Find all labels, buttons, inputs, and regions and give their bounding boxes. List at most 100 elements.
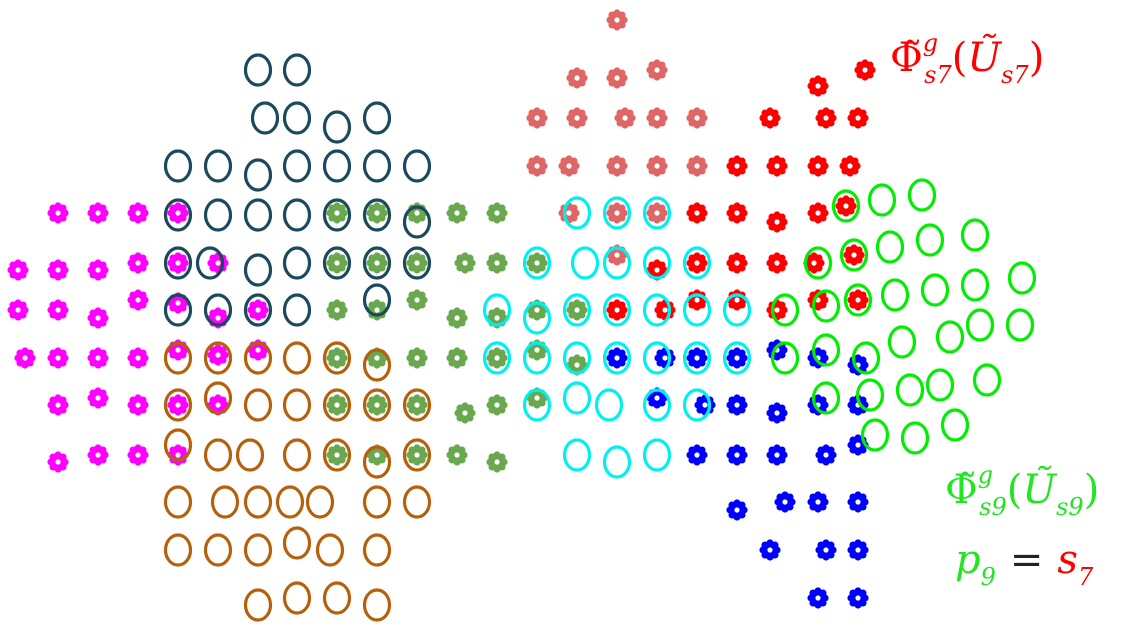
star-marker — [694, 394, 716, 416]
circle-marker — [362, 588, 392, 622]
circle-marker — [402, 388, 432, 422]
star-marker — [774, 491, 796, 513]
blue-stars — [606, 339, 869, 609]
star-marker — [807, 155, 829, 177]
arg-subscript: s7 — [1001, 61, 1029, 89]
star-marker — [326, 252, 348, 274]
star-marker — [646, 59, 668, 81]
star-marker — [127, 347, 149, 369]
circle-marker — [562, 293, 592, 327]
circle-marker — [203, 198, 233, 232]
circle-marker — [282, 526, 312, 560]
star-marker — [815, 107, 837, 129]
star-marker — [486, 347, 508, 369]
circle-marker — [322, 388, 352, 422]
star-marker — [686, 107, 708, 129]
star-marker — [326, 444, 348, 466]
star-marker — [87, 347, 109, 369]
subscript: s9 — [979, 493, 1007, 521]
circle-marker — [195, 246, 225, 280]
circle-marker — [322, 198, 352, 232]
circle-marker — [1005, 308, 1035, 342]
star-marker — [726, 155, 748, 177]
circle-marker — [402, 438, 432, 472]
star-marker — [686, 347, 708, 369]
star-marker — [654, 347, 676, 369]
circle-marker — [925, 368, 955, 402]
circle-marker — [402, 149, 432, 183]
star-marker — [7, 299, 29, 321]
circle-marker — [322, 246, 352, 280]
circle-marker — [682, 293, 712, 327]
star-marker — [47, 299, 69, 321]
circle-marker — [402, 246, 432, 280]
star-marker — [247, 299, 269, 321]
circle-marker — [322, 149, 352, 183]
circle-marker — [362, 348, 392, 382]
circle-marker — [875, 230, 905, 264]
star-marker — [686, 155, 708, 177]
star-marker — [366, 252, 388, 274]
star-marker — [847, 434, 869, 456]
star-marker — [766, 402, 788, 424]
circle-marker — [831, 189, 861, 223]
star-marker — [47, 451, 69, 473]
star-marker — [127, 289, 149, 311]
circle-marker — [243, 341, 273, 375]
circle-marker — [243, 388, 273, 422]
star-marker — [847, 491, 869, 513]
circle-marker — [163, 246, 193, 280]
star-marker — [446, 347, 468, 369]
phi-symbol: Φ̃ — [945, 467, 978, 513]
circle-marker — [811, 333, 841, 367]
paren-close: ) — [1083, 467, 1100, 513]
star-marker — [167, 252, 189, 274]
star-marker — [654, 299, 676, 321]
star-marker — [326, 202, 348, 224]
circle-marker — [960, 218, 990, 252]
circle-marker — [855, 378, 885, 412]
s-symbol: s — [1057, 537, 1078, 583]
star-marker — [815, 444, 837, 466]
circle-marker — [203, 293, 233, 327]
circle-marker — [851, 341, 881, 375]
star-marker — [446, 202, 468, 224]
star-marker — [486, 394, 508, 416]
star-marker — [606, 202, 628, 224]
circle-marker — [960, 268, 990, 302]
star-marker — [406, 289, 428, 311]
star-marker — [454, 252, 476, 274]
cyan-circles — [482, 196, 752, 479]
circle-marker — [203, 341, 233, 375]
circle-marker — [811, 289, 841, 323]
circle-marker — [243, 253, 273, 287]
circle-marker — [203, 438, 233, 472]
circle-marker — [282, 246, 312, 280]
circle-marker — [163, 428, 193, 462]
star-marker — [87, 307, 109, 329]
star-marker — [486, 202, 508, 224]
star-marker — [406, 444, 428, 466]
star-marker — [606, 9, 628, 31]
star-marker — [726, 347, 748, 369]
circle-marker — [243, 158, 273, 192]
star-marker — [646, 107, 668, 129]
circle-marker — [163, 533, 193, 567]
circle-marker — [522, 388, 552, 422]
star-marker — [167, 394, 189, 416]
star-marker — [558, 155, 580, 177]
circle-marker — [602, 246, 632, 280]
star-marker — [127, 252, 149, 274]
dark-teal-circles — [163, 53, 432, 327]
label-phi-s7: Φ̃gs7(Ũs7) — [890, 31, 1044, 87]
circle-marker — [562, 438, 592, 472]
star-marker — [807, 75, 829, 97]
circle-marker — [163, 388, 193, 422]
phi-symbol: Φ̃ — [890, 35, 923, 81]
circle-marker — [235, 438, 265, 472]
star-marker — [446, 444, 468, 466]
circle-marker — [972, 363, 1002, 397]
star-marker — [759, 539, 781, 561]
star-marker — [839, 155, 861, 177]
